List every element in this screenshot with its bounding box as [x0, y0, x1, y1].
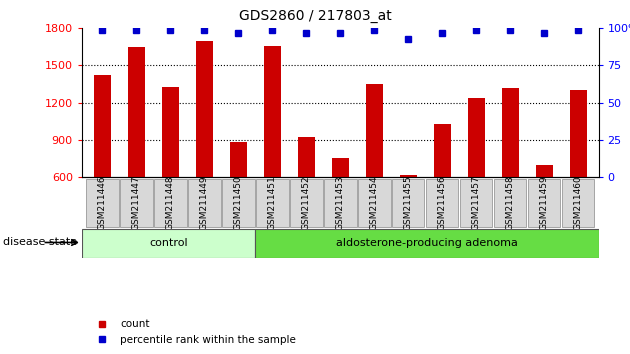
- Text: GSM211460: GSM211460: [573, 175, 583, 230]
- Bar: [264, 46, 281, 177]
- Text: GSM211459: GSM211459: [540, 175, 549, 230]
- FancyBboxPatch shape: [120, 178, 152, 227]
- FancyBboxPatch shape: [460, 178, 493, 227]
- Bar: [570, 90, 587, 177]
- Bar: [332, 159, 348, 177]
- FancyBboxPatch shape: [86, 178, 118, 227]
- FancyBboxPatch shape: [82, 229, 255, 258]
- Bar: [433, 124, 450, 177]
- Text: disease state: disease state: [3, 238, 77, 247]
- FancyBboxPatch shape: [426, 178, 459, 227]
- Bar: [298, 137, 315, 177]
- Bar: [365, 84, 382, 177]
- FancyBboxPatch shape: [154, 178, 186, 227]
- Text: GSM211457: GSM211457: [472, 175, 481, 230]
- Bar: [230, 142, 247, 177]
- FancyBboxPatch shape: [528, 178, 561, 227]
- FancyBboxPatch shape: [222, 178, 255, 227]
- FancyBboxPatch shape: [255, 229, 598, 258]
- FancyBboxPatch shape: [392, 178, 425, 227]
- Bar: [536, 165, 553, 177]
- Text: GSM211450: GSM211450: [234, 175, 243, 230]
- Text: GSM211453: GSM211453: [336, 175, 345, 230]
- Text: aldosterone-producing adenoma: aldosterone-producing adenoma: [336, 238, 518, 249]
- Text: GSM211455: GSM211455: [404, 175, 413, 230]
- Bar: [501, 88, 518, 177]
- FancyBboxPatch shape: [290, 178, 323, 227]
- Text: GSM211454: GSM211454: [370, 175, 379, 230]
- Bar: [399, 175, 416, 177]
- Text: control: control: [149, 238, 188, 249]
- FancyBboxPatch shape: [188, 178, 220, 227]
- FancyBboxPatch shape: [324, 178, 357, 227]
- Bar: [467, 98, 484, 177]
- FancyBboxPatch shape: [494, 178, 527, 227]
- Text: GDS2860 / 217803_at: GDS2860 / 217803_at: [239, 9, 391, 23]
- FancyBboxPatch shape: [358, 178, 391, 227]
- Text: GSM211451: GSM211451: [268, 175, 277, 230]
- FancyBboxPatch shape: [256, 178, 289, 227]
- Text: GSM211458: GSM211458: [506, 175, 515, 230]
- Text: GSM211448: GSM211448: [166, 175, 175, 230]
- Bar: [128, 47, 145, 177]
- Legend: count, percentile rank within the sample: count, percentile rank within the sample: [87, 315, 301, 349]
- Text: GSM211449: GSM211449: [200, 175, 209, 230]
- Text: GSM211446: GSM211446: [98, 175, 107, 230]
- Bar: [162, 86, 179, 177]
- Bar: [196, 41, 213, 177]
- FancyBboxPatch shape: [562, 178, 595, 227]
- Text: GSM211456: GSM211456: [438, 175, 447, 230]
- Text: GSM211447: GSM211447: [132, 175, 140, 230]
- Text: GSM211452: GSM211452: [302, 175, 311, 230]
- Bar: [94, 75, 111, 177]
